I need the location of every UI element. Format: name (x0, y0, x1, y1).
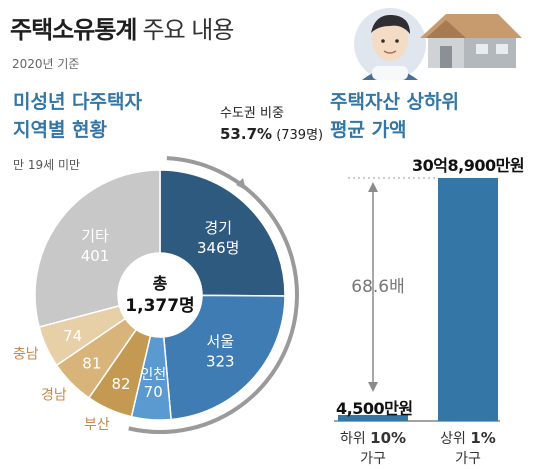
reference-year: 2020년 기준 (12, 57, 80, 71)
age-note: 만 19세 미만 (13, 158, 81, 172)
page-subtitle: 주요 내용 (142, 16, 234, 44)
capital-share-pct: 53.7% (220, 125, 273, 143)
pie-chart (34, 169, 286, 421)
house-icon (420, 14, 522, 68)
ratio-label: 68.6배 (351, 277, 405, 297)
bar-top-1pct (438, 178, 498, 421)
capital-area-arrow-icon (236, 178, 246, 190)
pie-slice-1 (162, 294, 286, 421)
pie-slice-6 (34, 169, 161, 328)
bar-chart: 68.6배 (334, 177, 500, 422)
bar-bottom-category: 하위 10% 가구 (339, 429, 407, 467)
pie-slice-name-1: 서울 (206, 333, 234, 351)
bar-chart-heading: 주택자산 상하위 평균 가액 (330, 88, 459, 144)
pie-slice-value-0: 346명 (197, 239, 239, 257)
pie-slice-name-2: 인천 (140, 367, 166, 383)
pie-chart-heading: 미성년 다주택자 지역별 현황 (13, 88, 142, 144)
pie-heading-line1: 미성년 다주택자 (13, 91, 142, 113)
bar-top-category: 상위 1% 가구 (440, 429, 496, 467)
bar-bottom-value: 4,500만원 (336, 399, 413, 418)
pie-slice-0 (159, 169, 286, 297)
pie-slice-name-0: 경기 (204, 219, 232, 237)
pie-center-label: 총 (153, 274, 168, 293)
pie-slice-value-1: 323 (206, 353, 235, 371)
pie-slice-name-6: 기타 (81, 227, 109, 245)
pie-slice-value-4: 81 (82, 355, 101, 373)
pie-slice-name-5: 충남 (13, 346, 39, 362)
pie-slice-name-4: 경남 (41, 387, 67, 403)
page-title: 주택소유통계 주요 내용 (10, 16, 234, 44)
pie-center-value: 1,377명 (125, 296, 194, 316)
pie-slice-name-3: 부산 (84, 417, 110, 433)
pie-slice-value-5: 74 (63, 327, 82, 345)
capital-share-note: 수도권 비중 53.7% (739명) (220, 104, 323, 146)
capital-share-count: (739명) (276, 128, 324, 143)
bar-top-value: 30억8,900만원 (412, 156, 525, 175)
pie-heading-line2: 지역별 현황 (13, 119, 108, 141)
bar-bottom-10pct (338, 415, 408, 421)
bar-heading-line1: 주택자산 상하위 (330, 91, 459, 113)
person-illustration-icon (354, 8, 426, 80)
pie-slice-value-6: 401 (81, 247, 110, 265)
pie-slice-value-3: 82 (112, 375, 131, 393)
pie-slice-value-2: 70 (144, 383, 163, 401)
ratio-arrow-down-icon (368, 382, 378, 392)
ratio-arrow-up-icon (368, 182, 378, 192)
bar-heading-line2: 평균 가액 (330, 119, 407, 141)
capital-area-arc (128, 156, 299, 434)
capital-share-label: 수도권 비중 (220, 106, 284, 121)
